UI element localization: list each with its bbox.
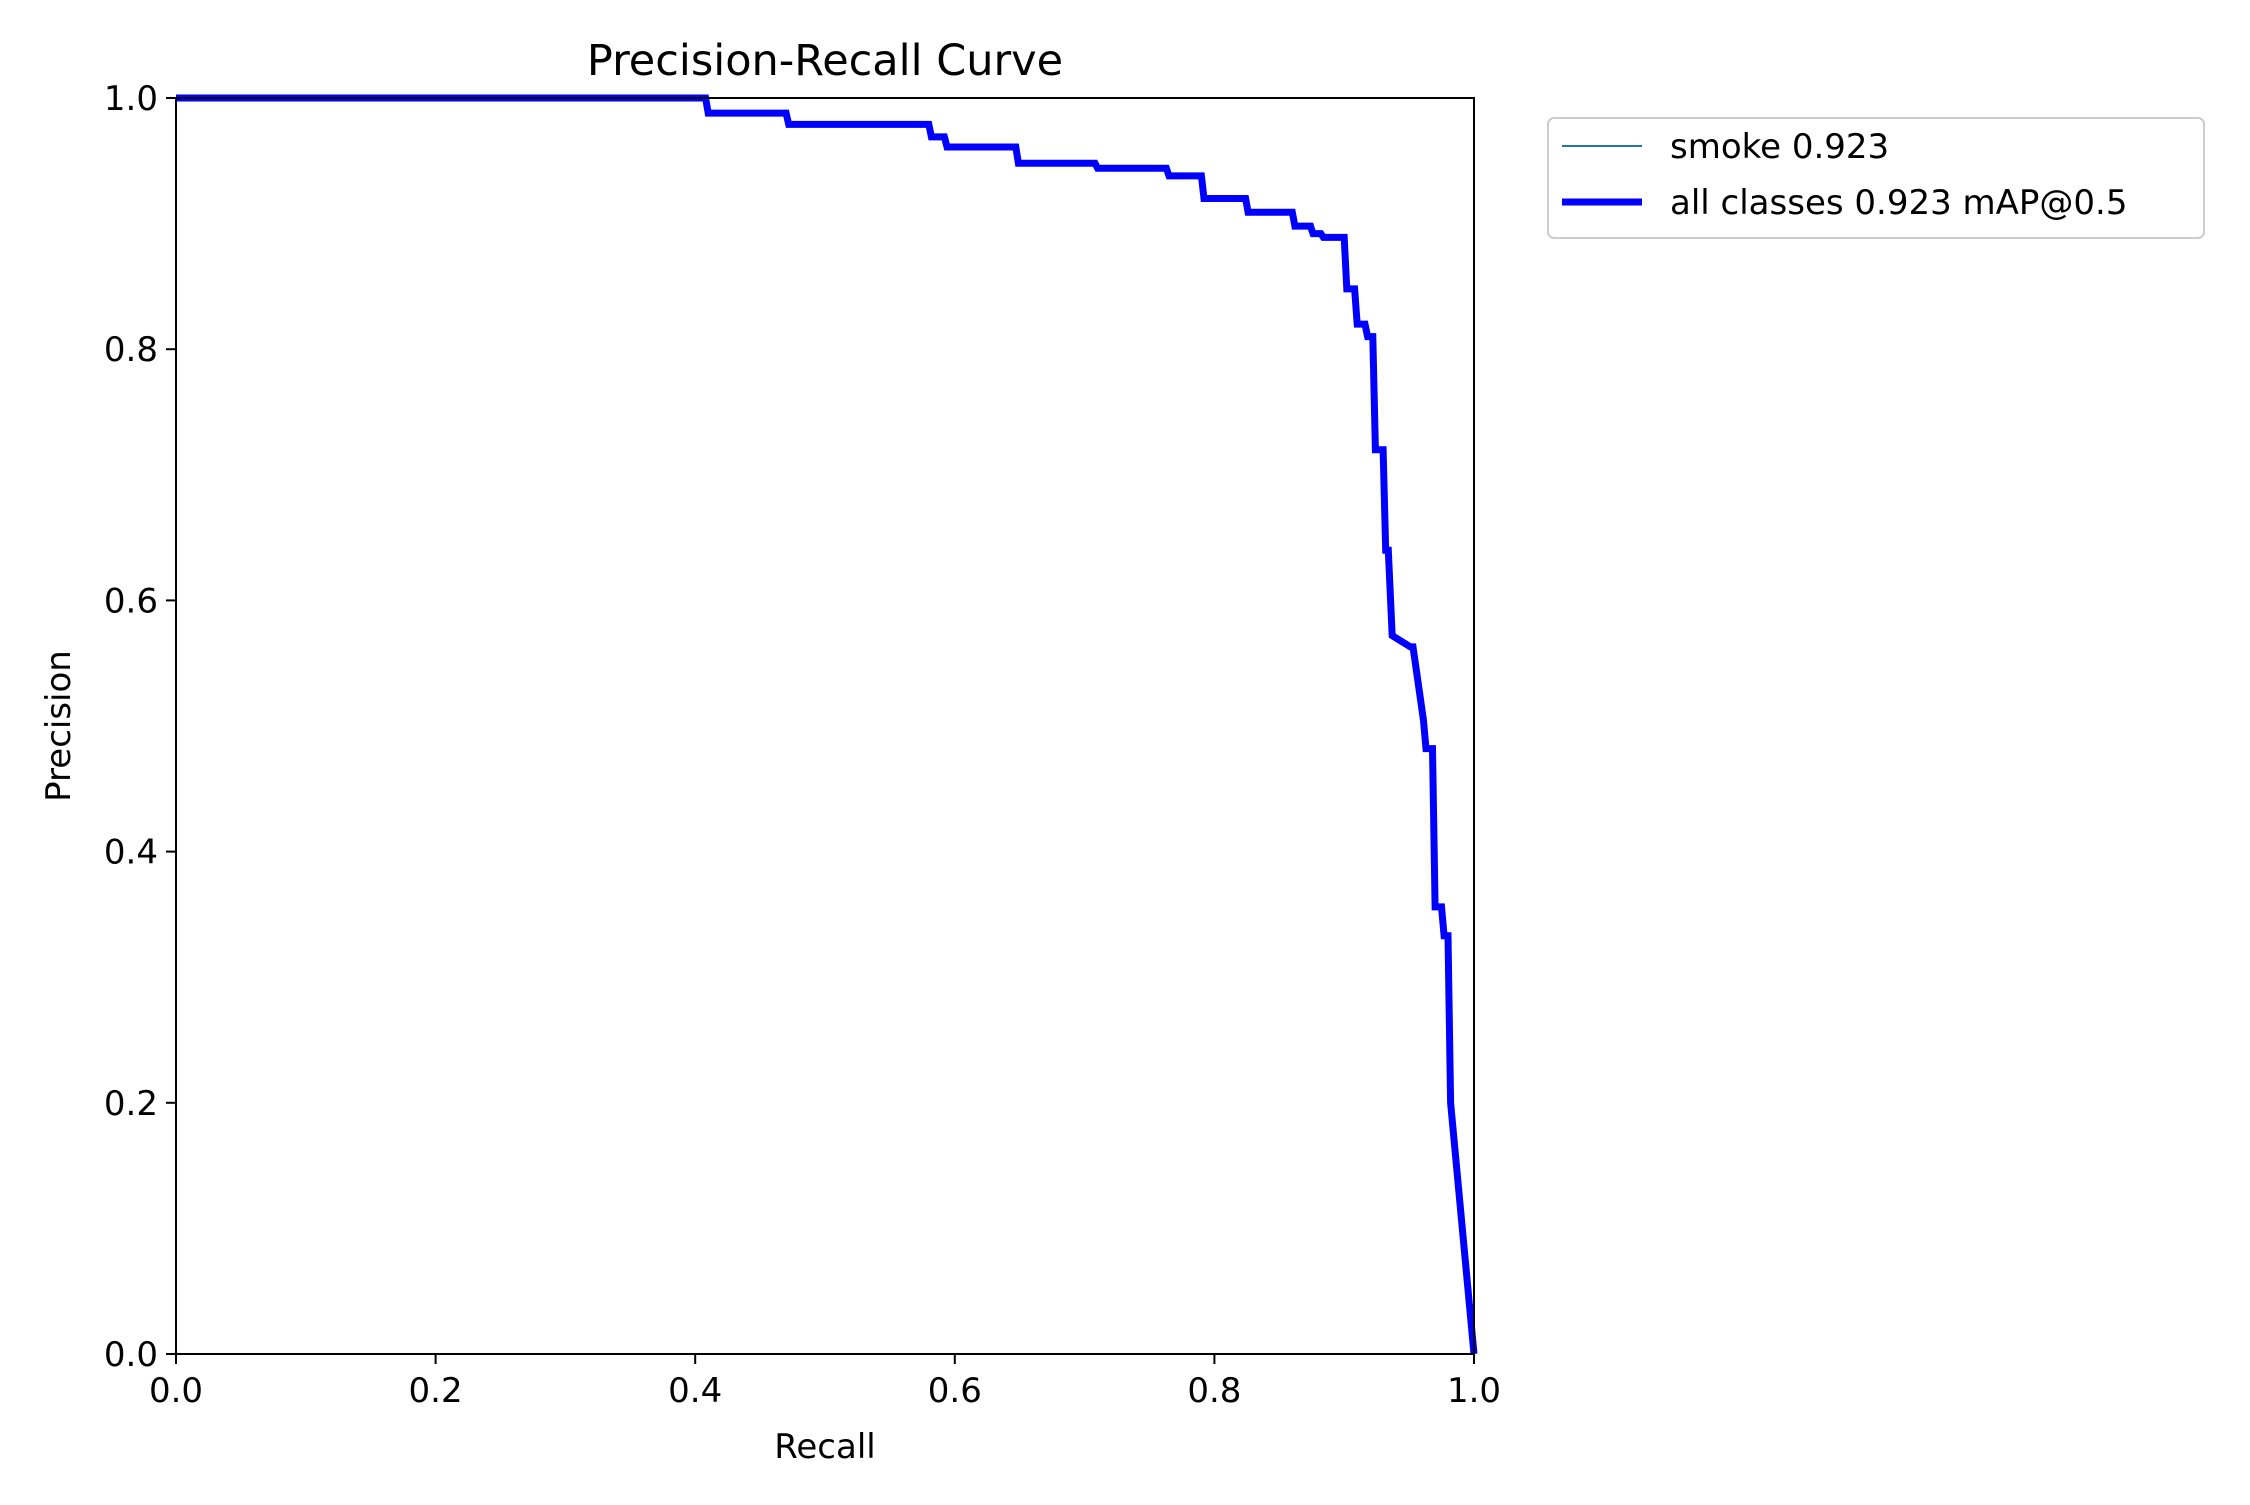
y-axis-ticks: 0.0 0.2 0.4 0.6 0.8 1.0	[104, 79, 176, 1375]
plot-frame	[175, 97, 1475, 1355]
y-tick-label: 0.4	[104, 833, 158, 873]
legend-label-all-classes: all classes 0.923 mAP@0.5	[1670, 183, 2127, 223]
legend-label-smoke: smoke 0.923	[1670, 127, 1889, 167]
x-axis-label: Recall	[774, 1427, 875, 1467]
x-axis-ticks: 0.0 0.2 0.4 0.6 0.8 1.0	[149, 1354, 1501, 1411]
y-axis-label: Precision	[39, 650, 79, 802]
x-tick-label: 0.6	[928, 1371, 982, 1411]
series-line-1	[176, 94, 1478, 1355]
series-layer	[176, 94, 1478, 1355]
x-tick-label: 0.4	[668, 1371, 722, 1411]
x-tick-label: 0.2	[409, 1371, 463, 1411]
x-tick-label: 0.0	[149, 1371, 203, 1411]
y-tick-label: 0.6	[104, 581, 158, 621]
x-tick-label: 0.8	[1187, 1371, 1241, 1411]
y-tick-label: 1.0	[104, 79, 158, 119]
y-tick-label: 0.2	[104, 1084, 158, 1124]
x-tick-label: 1.0	[1447, 1371, 1501, 1411]
chart-title: Precision-Recall Curve	[587, 36, 1063, 86]
y-tick-label: 0.0	[104, 1335, 158, 1375]
legend-frame	[1547, 117, 2205, 239]
legend: smoke 0.923 all classes 0.923 mAP@0.5	[1547, 117, 2205, 239]
y-tick-label: 0.8	[104, 330, 158, 370]
